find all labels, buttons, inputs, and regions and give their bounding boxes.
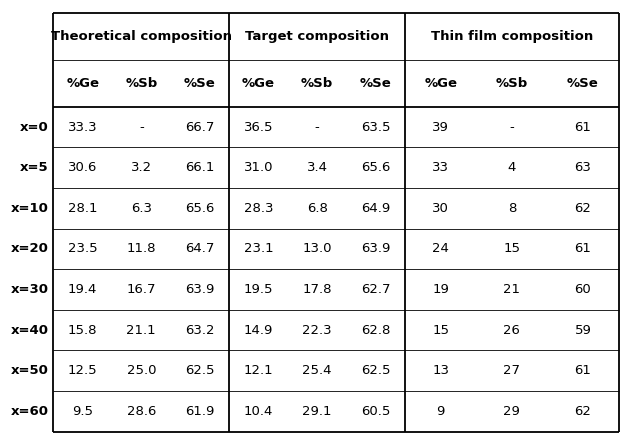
Text: 28.6: 28.6 bbox=[127, 405, 156, 418]
Text: 15: 15 bbox=[503, 243, 521, 255]
Text: 36.5: 36.5 bbox=[244, 121, 273, 134]
Text: 24: 24 bbox=[432, 243, 449, 255]
Text: 63.9: 63.9 bbox=[361, 243, 391, 255]
Text: %Se: %Se bbox=[360, 77, 392, 90]
Text: 62: 62 bbox=[575, 405, 592, 418]
Text: x=20: x=20 bbox=[11, 243, 48, 255]
Text: %Sb: %Sb bbox=[301, 77, 333, 90]
Text: x=40: x=40 bbox=[10, 324, 48, 336]
Text: 14.9: 14.9 bbox=[244, 324, 273, 336]
Text: 61: 61 bbox=[575, 243, 592, 255]
Text: 15: 15 bbox=[432, 324, 449, 336]
Text: 16.7: 16.7 bbox=[127, 283, 156, 296]
Text: 29: 29 bbox=[504, 405, 520, 418]
Text: 39: 39 bbox=[432, 121, 449, 134]
Text: 17.8: 17.8 bbox=[303, 283, 332, 296]
Text: 29.1: 29.1 bbox=[303, 405, 332, 418]
Text: 62.5: 62.5 bbox=[361, 364, 391, 377]
Text: 63.5: 63.5 bbox=[361, 121, 391, 134]
Text: 60.5: 60.5 bbox=[361, 405, 391, 418]
Text: 62.7: 62.7 bbox=[361, 283, 391, 296]
Text: %Se: %Se bbox=[184, 77, 216, 90]
Text: 63.9: 63.9 bbox=[185, 283, 215, 296]
Text: %Se: %Se bbox=[567, 77, 599, 90]
Text: x=30: x=30 bbox=[10, 283, 48, 296]
Text: 30.6: 30.6 bbox=[68, 161, 97, 174]
Text: 22.3: 22.3 bbox=[302, 324, 332, 336]
Text: 62: 62 bbox=[575, 202, 592, 215]
Text: 62.5: 62.5 bbox=[185, 364, 215, 377]
Text: -: - bbox=[509, 121, 514, 134]
Text: 13: 13 bbox=[432, 364, 449, 377]
Text: 30: 30 bbox=[432, 202, 449, 215]
Text: 3.2: 3.2 bbox=[131, 161, 152, 174]
Text: 63: 63 bbox=[575, 161, 592, 174]
Text: 19.5: 19.5 bbox=[244, 283, 273, 296]
Text: 31.0: 31.0 bbox=[244, 161, 273, 174]
Text: -: - bbox=[139, 121, 144, 134]
Text: 27: 27 bbox=[503, 364, 521, 377]
Text: 61: 61 bbox=[575, 364, 592, 377]
Text: 13.0: 13.0 bbox=[303, 243, 332, 255]
Text: 23.5: 23.5 bbox=[68, 243, 97, 255]
Text: x=60: x=60 bbox=[10, 405, 48, 418]
Text: 63.2: 63.2 bbox=[185, 324, 215, 336]
Text: %Ge: %Ge bbox=[242, 77, 275, 90]
Text: 66.7: 66.7 bbox=[185, 121, 215, 134]
Text: 33: 33 bbox=[432, 161, 449, 174]
Text: 64.9: 64.9 bbox=[361, 202, 391, 215]
Text: 60: 60 bbox=[575, 283, 592, 296]
Text: x=10: x=10 bbox=[11, 202, 48, 215]
Text: 6.3: 6.3 bbox=[131, 202, 152, 215]
Text: 33.3: 33.3 bbox=[68, 121, 97, 134]
Text: 25.0: 25.0 bbox=[127, 364, 156, 377]
Text: 28.1: 28.1 bbox=[68, 202, 97, 215]
Text: x=5: x=5 bbox=[19, 161, 48, 174]
Text: 8: 8 bbox=[507, 202, 516, 215]
Text: 12.5: 12.5 bbox=[68, 364, 97, 377]
Text: 23.1: 23.1 bbox=[244, 243, 273, 255]
Text: 3.4: 3.4 bbox=[306, 161, 328, 174]
Text: 9: 9 bbox=[436, 405, 445, 418]
Text: 62.8: 62.8 bbox=[361, 324, 391, 336]
Text: 9.5: 9.5 bbox=[72, 405, 93, 418]
Text: 59: 59 bbox=[575, 324, 592, 336]
Text: 21.1: 21.1 bbox=[126, 324, 156, 336]
Text: Thin film composition: Thin film composition bbox=[431, 30, 593, 43]
Text: 61: 61 bbox=[575, 121, 592, 134]
Text: %Sb: %Sb bbox=[495, 77, 528, 90]
Text: %Ge: %Ge bbox=[66, 77, 99, 90]
Text: 10.4: 10.4 bbox=[244, 405, 273, 418]
Text: 66.1: 66.1 bbox=[185, 161, 215, 174]
Text: 64.7: 64.7 bbox=[185, 243, 215, 255]
Text: Theoretical composition: Theoretical composition bbox=[51, 30, 232, 43]
Text: %Ge: %Ge bbox=[424, 77, 457, 90]
Text: x=50: x=50 bbox=[11, 364, 48, 377]
Text: Target composition: Target composition bbox=[245, 30, 389, 43]
Text: 65.6: 65.6 bbox=[361, 161, 391, 174]
Text: 25.4: 25.4 bbox=[303, 364, 332, 377]
Text: 19: 19 bbox=[432, 283, 449, 296]
Text: 15.8: 15.8 bbox=[68, 324, 97, 336]
Text: 6.8: 6.8 bbox=[306, 202, 328, 215]
Text: 4: 4 bbox=[507, 161, 516, 174]
Text: -: - bbox=[315, 121, 320, 134]
Text: 61.9: 61.9 bbox=[185, 405, 215, 418]
Text: 28.3: 28.3 bbox=[244, 202, 273, 215]
Text: 26: 26 bbox=[504, 324, 520, 336]
Text: 19.4: 19.4 bbox=[68, 283, 97, 296]
Text: 65.6: 65.6 bbox=[185, 202, 215, 215]
Text: 12.1: 12.1 bbox=[244, 364, 273, 377]
Text: 21: 21 bbox=[503, 283, 521, 296]
Text: %Sb: %Sb bbox=[125, 77, 158, 90]
Text: 11.8: 11.8 bbox=[127, 243, 156, 255]
Text: x=0: x=0 bbox=[19, 121, 48, 134]
